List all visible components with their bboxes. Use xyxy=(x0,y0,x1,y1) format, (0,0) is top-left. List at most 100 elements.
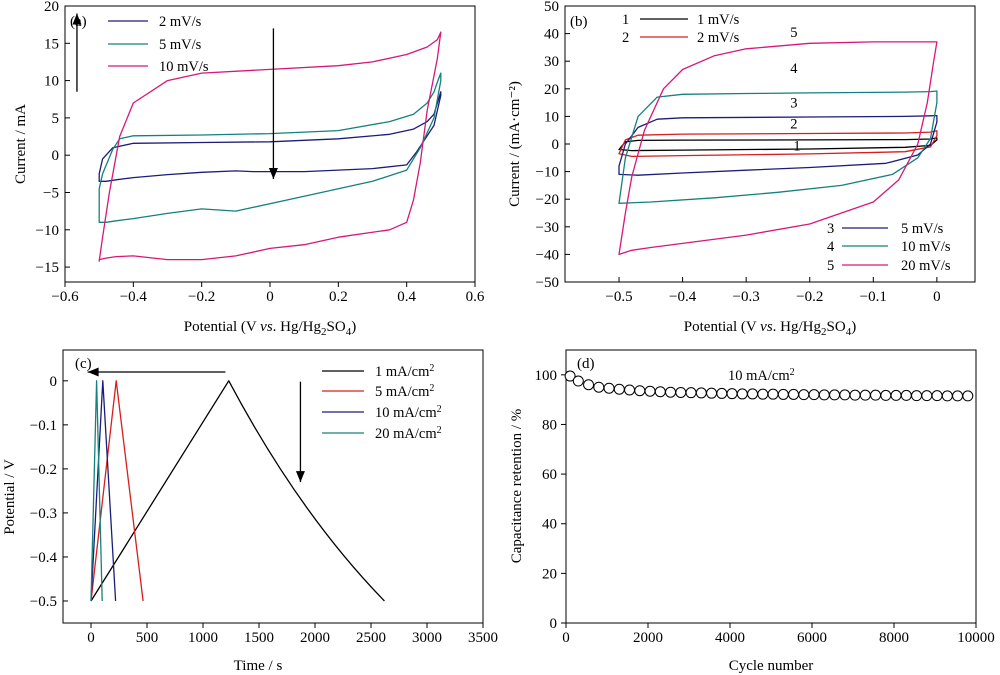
y-tick-label: 40 xyxy=(542,517,557,533)
legend-entry-2mvs: 2 mV/s xyxy=(159,14,202,30)
data-point xyxy=(583,379,595,391)
series-line xyxy=(98,31,442,262)
x-tick-label: −0.2 xyxy=(796,289,823,305)
series-layer xyxy=(618,41,938,256)
x-tick-label: 2000 xyxy=(300,630,330,646)
data-point xyxy=(564,370,576,382)
axis-ticks: −0.6 −0.4 −0.2 0 0.2 0.4 0.6 −15 −10 −5 0 5 10 15 20 xyxy=(36,0,485,305)
data-point xyxy=(952,390,964,402)
y-tick-label: −0.2 xyxy=(30,462,57,478)
data-point xyxy=(757,388,769,400)
panel-c-charge-discharge: 0 500 1000 1500 2000 2500 3000 3500 −0.5 −0.4 −0.3… xyxy=(2,349,498,674)
panel-b-cv-curves: −0.5 −0.4 −0.3 −0.2 −0.1 0 −50 −40 −30 −20 −10 0 10 2… xyxy=(507,0,976,338)
x-axis-label: Time / s xyxy=(234,658,283,674)
data-point xyxy=(747,388,759,400)
y-axis-label: Current / mA xyxy=(13,104,29,184)
x-tick-label: 1000 xyxy=(188,630,218,646)
x-tick-label: 500 xyxy=(136,630,159,646)
panel-label: (c) xyxy=(75,356,92,372)
series-line xyxy=(90,380,385,602)
x-tick-label: 6000 xyxy=(797,630,827,646)
x-tick-label: −0.6 xyxy=(51,289,79,305)
curve-number-label: 3 xyxy=(790,96,797,112)
data-point xyxy=(870,389,882,401)
x-tick-label: 8000 xyxy=(879,630,909,646)
data-point xyxy=(593,381,605,393)
y-tick-label: 50 xyxy=(544,0,559,15)
x-tick-label: −0.2 xyxy=(188,289,215,305)
data-point xyxy=(624,384,636,396)
data-point xyxy=(706,387,718,399)
data-point xyxy=(572,375,584,387)
x-tick-label: 0 xyxy=(562,630,570,646)
x-axis-label: Potential (V vs. Hg/Hg2SO4) xyxy=(184,319,356,338)
legend-number: 5 xyxy=(827,258,834,274)
data-point xyxy=(634,385,646,397)
legend-number: 1 xyxy=(622,12,629,28)
legend-entry-5mvs: 5 mV/s xyxy=(159,37,202,53)
legend-entry-20mvs: 20 mV/s xyxy=(901,258,951,274)
series-line xyxy=(90,380,117,602)
y-tick-label: −10 xyxy=(536,165,559,181)
axis-ticks: 0 500 1000 1500 2000 2500 3000 3500 −0.5 −0.4 −0.3… xyxy=(30,374,498,646)
series-layer xyxy=(564,370,974,402)
data-point xyxy=(829,389,841,401)
data-point xyxy=(890,389,902,401)
y-tick-label: −0.1 xyxy=(30,418,57,434)
y-tick-label: 20 xyxy=(44,0,59,15)
y-tick-label: −15 xyxy=(36,260,59,276)
series-line xyxy=(90,380,144,602)
series-line xyxy=(618,130,938,158)
data-point xyxy=(777,388,789,400)
legend-top: 1 1 mV/s 2 2 mV/s xyxy=(622,12,740,46)
plot-frame xyxy=(62,349,484,624)
legend-entry-1mvs: 1 mV/s xyxy=(697,12,740,28)
y-tick-label: 0 xyxy=(550,616,558,632)
x-tick-label: 0.6 xyxy=(466,289,485,305)
y-axis-label: Capacitance retention / % xyxy=(509,409,525,564)
data-point xyxy=(788,388,800,400)
curve-number-label: 1 xyxy=(793,139,800,155)
plot-frame xyxy=(565,349,977,624)
curve-number-label: 2 xyxy=(790,116,797,132)
curve-number-label: 5 xyxy=(790,25,797,41)
data-point xyxy=(880,389,892,401)
series-layer xyxy=(98,31,442,262)
y-tick-label: −40 xyxy=(536,247,559,263)
x-axis-label: Potential (V vs. Hg/Hg2SO4) xyxy=(684,319,856,338)
series-line xyxy=(98,91,442,182)
x-tick-label: −0.4 xyxy=(120,289,148,305)
data-point xyxy=(849,389,861,401)
legend-number: 2 xyxy=(622,30,629,46)
data-point xyxy=(798,389,810,401)
legend-entry-10mvs: 10 mV/s xyxy=(901,239,951,255)
arrowhead xyxy=(295,471,305,483)
arrowhead xyxy=(87,367,99,377)
legend-number: 3 xyxy=(827,221,834,237)
x-tick-label: 3000 xyxy=(412,630,442,646)
data-point xyxy=(839,389,851,401)
y-tick-label: −0.3 xyxy=(30,506,57,522)
y-tick-label: 15 xyxy=(44,36,59,52)
x-tick-label: −0.1 xyxy=(860,289,887,305)
x-tick-label: 1500 xyxy=(244,630,274,646)
legend: 2 mV/s 5 mV/s 10 mV/s xyxy=(108,14,209,75)
series-line xyxy=(98,72,442,223)
panel-label: (d) xyxy=(577,356,595,372)
data-point xyxy=(736,388,748,400)
legend: 1 mA/cm2 5 mA/cm2 10 mA/cm2 20 mA/cm2 xyxy=(322,363,442,442)
y-tick-label: −10 xyxy=(36,223,59,239)
legend-entry-5mvs: 5 mV/s xyxy=(901,221,944,237)
data-point xyxy=(695,387,707,399)
x-tick-label: −0.4 xyxy=(669,289,697,305)
series-line xyxy=(618,41,938,256)
legend-entry-10mvs: 10 mV/s xyxy=(159,59,209,75)
data-point xyxy=(665,386,677,398)
legend-entry-20macm2: 20 mA/cm2 xyxy=(375,425,442,442)
y-tick-label: 100 xyxy=(535,368,558,384)
y-tick-label: 10 xyxy=(544,109,559,125)
condition-annotation: 10 mA/cm2 xyxy=(728,367,795,384)
x-tick-label: 10000 xyxy=(957,630,995,646)
data-point xyxy=(859,389,871,401)
